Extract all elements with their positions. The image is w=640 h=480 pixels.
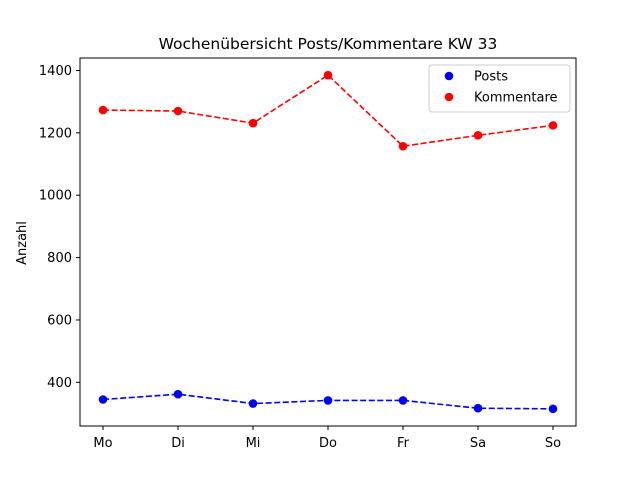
chart-title: Wochenübersicht Posts/Kommentare KW 33 bbox=[159, 35, 498, 53]
data-point-kommentare bbox=[473, 131, 483, 140]
y-tick-label: 600 bbox=[47, 313, 72, 328]
data-point-kommentare bbox=[548, 121, 558, 130]
legend-box bbox=[428, 64, 571, 113]
data-point-posts bbox=[323, 396, 333, 405]
data-point-kommentare bbox=[248, 118, 258, 128]
x-tick-label: Fr bbox=[397, 436, 410, 451]
x-tick-label: Sa bbox=[470, 436, 486, 451]
plot-frame bbox=[79, 57, 577, 427]
y-axis-label: Anzahl bbox=[15, 221, 30, 265]
data-point-kommentare bbox=[323, 70, 333, 80]
x-tick-label: Mo bbox=[93, 436, 112, 451]
legend-marker bbox=[444, 71, 454, 81]
x-tick-label: Do bbox=[319, 436, 337, 451]
y-tick-label: 1000 bbox=[39, 189, 72, 204]
data-point-posts bbox=[173, 389, 183, 399]
data-point-posts bbox=[98, 395, 108, 404]
x-tick-label: Di bbox=[171, 436, 185, 451]
data-point-posts bbox=[548, 404, 558, 414]
legend-label: Kommentare bbox=[474, 91, 558, 106]
data-point-kommentare bbox=[173, 106, 183, 116]
y-tick-label: 400 bbox=[47, 376, 72, 391]
x-tick-label: Mi bbox=[246, 436, 261, 451]
legend-marker bbox=[444, 92, 454, 102]
y-tick-label: 800 bbox=[47, 251, 72, 266]
data-point-posts bbox=[398, 396, 408, 405]
data-point-kommentare bbox=[98, 105, 108, 115]
legend: Posts Kommentare bbox=[428, 64, 571, 113]
plot-area: 400 600 800 1000 1200 1400 Mo Di Mi Do Fr Sa So bbox=[39, 64, 561, 451]
data-point-kommentare bbox=[398, 141, 408, 151]
data-point-posts bbox=[248, 399, 258, 408]
data-point-posts bbox=[473, 403, 483, 413]
legend-label: Posts bbox=[474, 70, 508, 85]
x-tick-label: So bbox=[545, 436, 561, 451]
y-tick-label: 1200 bbox=[39, 126, 72, 141]
y-tick-label: 1400 bbox=[39, 64, 72, 79]
